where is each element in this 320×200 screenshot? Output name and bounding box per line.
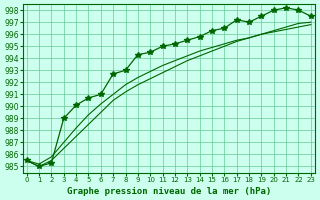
X-axis label: Graphe pression niveau de la mer (hPa): Graphe pression niveau de la mer (hPa)	[67, 187, 271, 196]
